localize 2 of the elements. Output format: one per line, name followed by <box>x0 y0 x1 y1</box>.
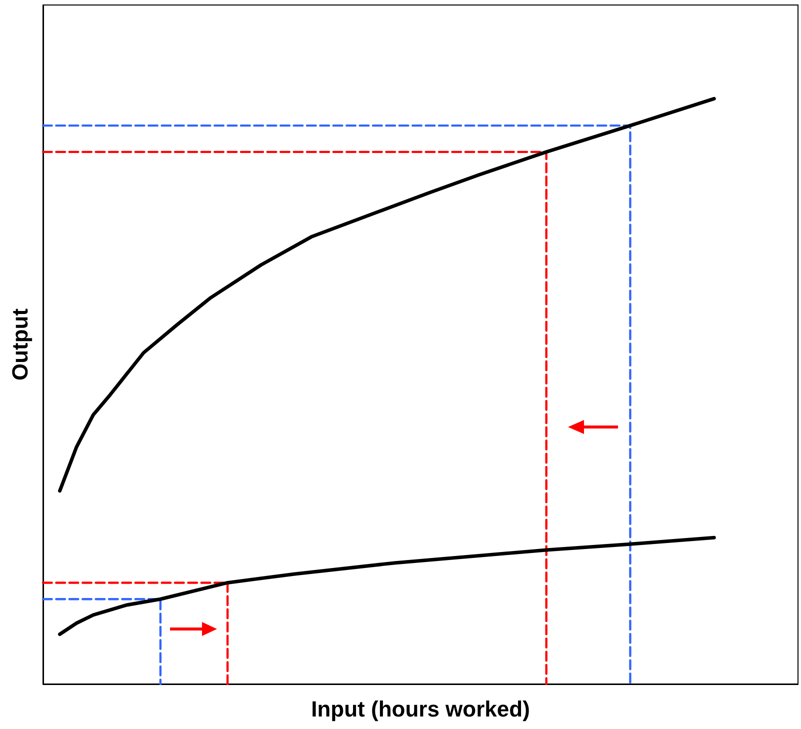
x-axis-title: Input (hours worked) <box>311 696 530 722</box>
y-axis-title: Output <box>8 308 32 381</box>
